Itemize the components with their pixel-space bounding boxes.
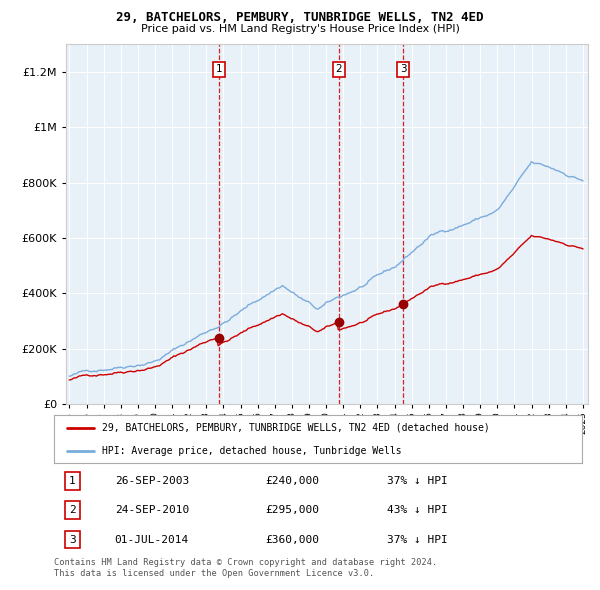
Text: 2: 2: [69, 506, 76, 515]
Text: 43% ↓ HPI: 43% ↓ HPI: [386, 506, 448, 515]
Text: HPI: Average price, detached house, Tunbridge Wells: HPI: Average price, detached house, Tunb…: [101, 446, 401, 456]
Text: 1: 1: [69, 476, 76, 486]
Text: 1: 1: [215, 64, 222, 74]
Text: £295,000: £295,000: [265, 506, 319, 515]
Text: 29, BATCHELORS, PEMBURY, TUNBRIDGE WELLS, TN2 4ED: 29, BATCHELORS, PEMBURY, TUNBRIDGE WELLS…: [116, 11, 484, 24]
Text: 2: 2: [335, 64, 342, 74]
Text: £360,000: £360,000: [265, 535, 319, 545]
Text: £240,000: £240,000: [265, 476, 319, 486]
Text: 24-SEP-2010: 24-SEP-2010: [115, 506, 189, 515]
Text: Price paid vs. HM Land Registry's House Price Index (HPI): Price paid vs. HM Land Registry's House …: [140, 24, 460, 34]
Text: 3: 3: [69, 535, 76, 545]
Text: Contains HM Land Registry data © Crown copyright and database right 2024.: Contains HM Land Registry data © Crown c…: [54, 558, 437, 566]
Text: 26-SEP-2003: 26-SEP-2003: [115, 476, 189, 486]
Text: 01-JUL-2014: 01-JUL-2014: [115, 535, 189, 545]
Text: 29, BATCHELORS, PEMBURY, TUNBRIDGE WELLS, TN2 4ED (detached house): 29, BATCHELORS, PEMBURY, TUNBRIDGE WELLS…: [101, 423, 489, 433]
Text: 37% ↓ HPI: 37% ↓ HPI: [386, 476, 448, 486]
Text: 3: 3: [400, 64, 406, 74]
Text: 37% ↓ HPI: 37% ↓ HPI: [386, 535, 448, 545]
Text: This data is licensed under the Open Government Licence v3.0.: This data is licensed under the Open Gov…: [54, 569, 374, 578]
